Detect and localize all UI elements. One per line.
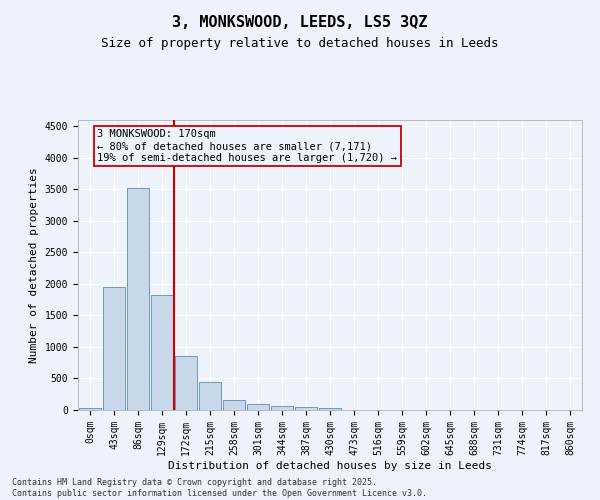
Bar	[271, 406, 293, 410]
Bar	[295, 407, 317, 410]
X-axis label: Distribution of detached houses by size in Leeds: Distribution of detached houses by size …	[168, 460, 492, 470]
Bar	[319, 408, 341, 410]
Bar	[79, 408, 101, 410]
Bar	[247, 404, 269, 410]
Bar	[127, 188, 149, 410]
Bar	[151, 296, 173, 410]
Bar	[175, 356, 197, 410]
Text: 3, MONKSWOOD, LEEDS, LS5 3QZ: 3, MONKSWOOD, LEEDS, LS5 3QZ	[172, 15, 428, 30]
Bar	[103, 287, 125, 410]
Bar	[223, 400, 245, 410]
Y-axis label: Number of detached properties: Number of detached properties	[29, 167, 39, 363]
Text: Contains HM Land Registry data © Crown copyright and database right 2025.
Contai: Contains HM Land Registry data © Crown c…	[12, 478, 427, 498]
Text: 3 MONKSWOOD: 170sqm
← 80% of detached houses are smaller (7,171)
19% of semi-det: 3 MONKSWOOD: 170sqm ← 80% of detached ho…	[97, 130, 397, 162]
Text: Size of property relative to detached houses in Leeds: Size of property relative to detached ho…	[101, 38, 499, 51]
Bar	[199, 382, 221, 410]
